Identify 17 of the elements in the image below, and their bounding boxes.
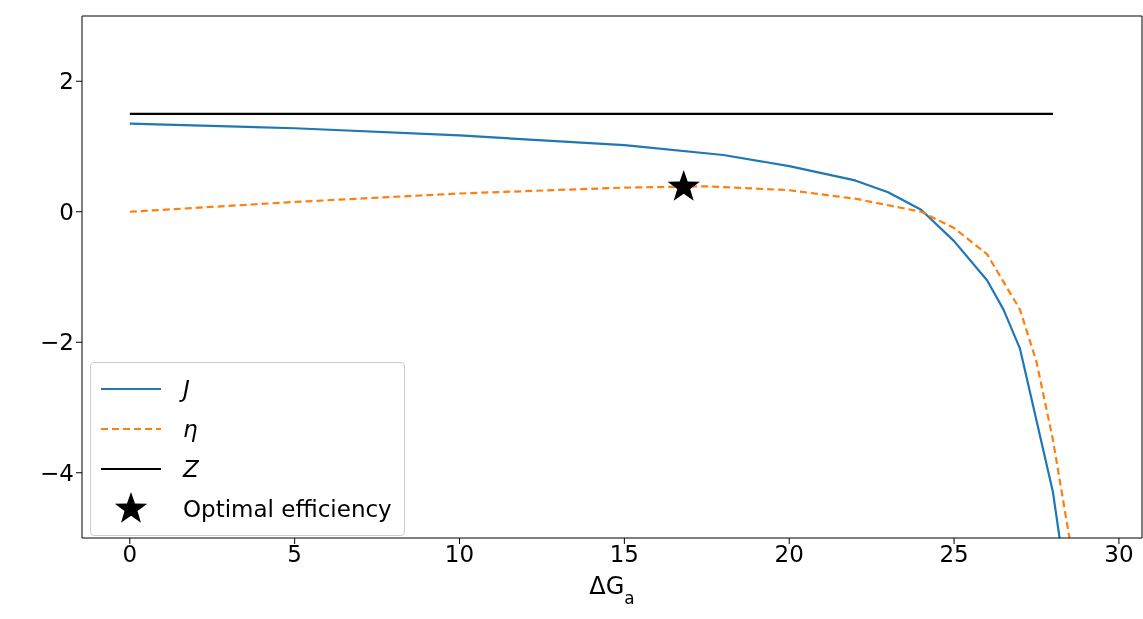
x-tick-label: 5 — [287, 541, 302, 568]
x-axis-title: ΔG$_{a}$ — [589, 572, 635, 608]
line-series — [128, 122, 1061, 538]
x-tick-label: 30 — [1104, 541, 1134, 568]
x-tick-label: 25 — [939, 541, 969, 568]
x-tick-label: 10 — [444, 541, 475, 568]
x-tick-label: 20 — [774, 541, 804, 568]
x-tick-label: 15 — [609, 541, 639, 568]
y-tick-label: 2 — [59, 68, 74, 95]
legend-label: Z — [183, 456, 199, 482]
y-tick-label: 0 — [59, 198, 74, 225]
legend-label: η — [183, 416, 198, 442]
line-series — [128, 185, 1071, 538]
legend-label: Optimal efficiency — [183, 496, 392, 522]
x-tick-label: 0 — [122, 541, 138, 568]
y-tick-label: −2 — [40, 329, 74, 356]
y-tick-label: −4 — [40, 459, 74, 486]
